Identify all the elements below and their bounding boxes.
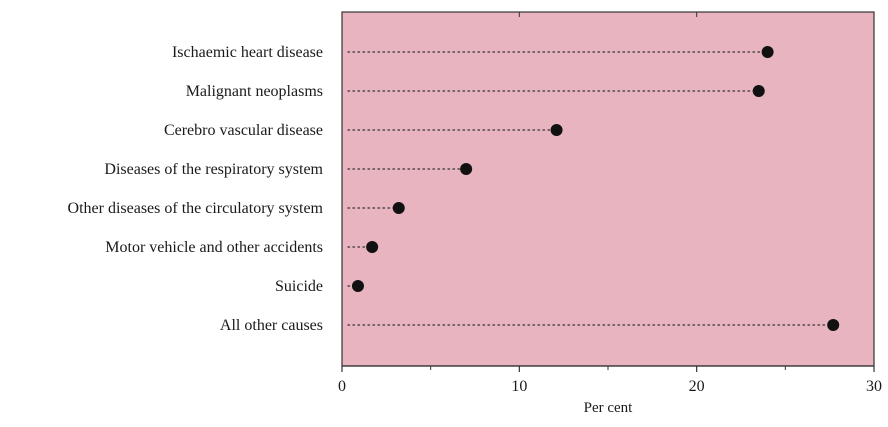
plot-area [341, 11, 875, 367]
data-point [351, 280, 364, 292]
x-tick-label: 0 [338, 378, 346, 395]
category-label: Other diseases of the circulatory system [68, 200, 324, 217]
x-tick-label: 10 [511, 378, 527, 395]
leader-lines [347, 51, 834, 326]
data-point [392, 202, 405, 214]
top-axis-ticks [341, 12, 875, 17]
data-point [752, 85, 765, 97]
category-label: Motor vehicle and other accidents [105, 239, 323, 256]
x-axis: 0 10 20 30 [338, 365, 882, 395]
category-labels: Ischaemic heart disease Malignant neoplas… [68, 44, 324, 334]
data-point [827, 319, 840, 331]
data-point [550, 124, 563, 136]
category-label: Ischaemic heart disease [172, 44, 323, 61]
category-label: Suicide [275, 278, 323, 295]
data-point [366, 241, 379, 253]
category-label: All other causes [220, 317, 323, 334]
data-point [460, 163, 473, 175]
x-tick-label: 20 [689, 378, 705, 395]
data-points [351, 46, 840, 331]
x-tick-label: 30 [866, 378, 882, 395]
category-label: Cerebro vascular disease [164, 122, 323, 139]
x-axis-ticks: 0 10 20 30 [338, 366, 882, 395]
x-axis-title: Per cent [584, 400, 634, 416]
data-point [761, 46, 774, 58]
category-label: Diseases of the respiratory system [104, 161, 323, 178]
category-label: Malignant neoplasms [186, 83, 323, 100]
